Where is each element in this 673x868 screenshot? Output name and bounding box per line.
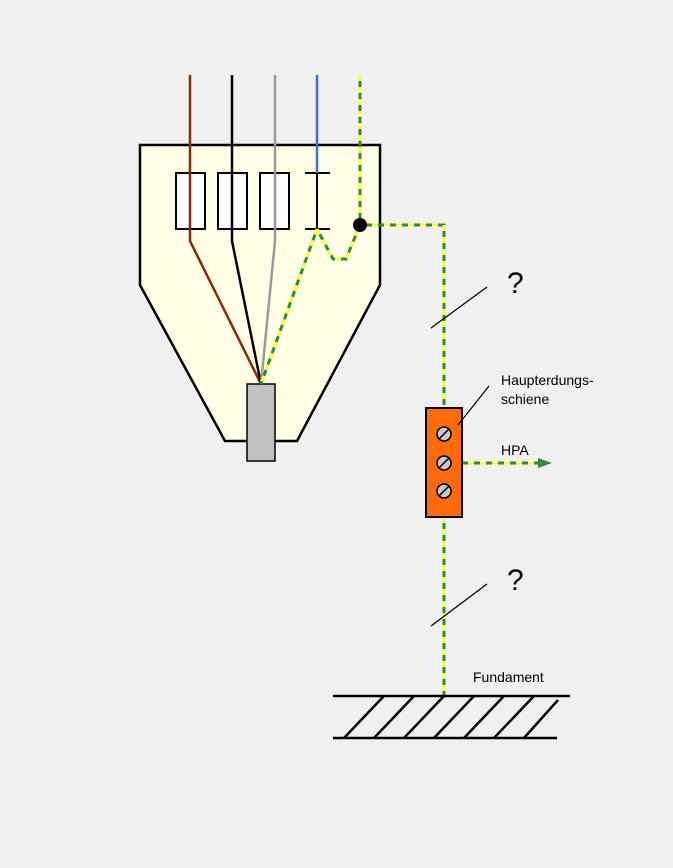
leader-lower-question (430, 583, 488, 627)
wire-l3-grey (259, 75, 277, 385)
leader-busbar (457, 385, 490, 426)
wire-l1-brown (188, 75, 263, 385)
hpa-label: HPA (501, 442, 529, 458)
foundation-label: Fundament (473, 669, 544, 685)
busbar-label-line2: schiene (501, 391, 549, 407)
terminal-screw-icon (436, 426, 452, 499)
question-mark-upper: ? (507, 267, 524, 300)
leader-upper-question (430, 286, 488, 329)
wire-l2-black (230, 75, 263, 385)
question-mark-lower: ? (507, 564, 524, 597)
cable-entry (246, 383, 276, 462)
foundation-symbol (333, 694, 570, 740)
busbar-label-line1: Haupterdungs- (501, 372, 594, 388)
arrow-right-icon (538, 458, 552, 468)
connection-node (353, 218, 367, 232)
